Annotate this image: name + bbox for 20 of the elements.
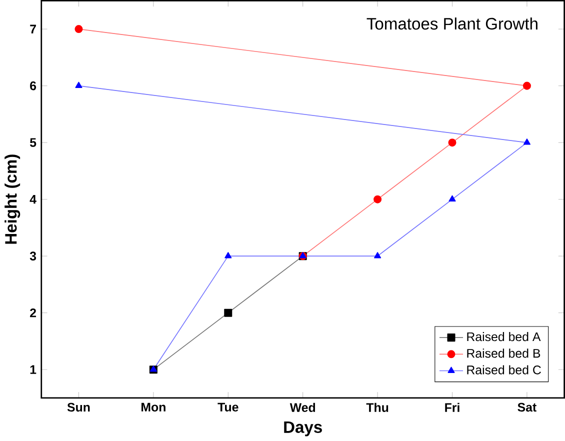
y-tick-label: 5 — [30, 138, 36, 147]
y-tick-label: 7 — [30, 24, 36, 34]
text: Tomatoes Plant Growth — [366, 18, 538, 30]
legend-label: Raised bed B — [467, 348, 540, 358]
x-tick-label: Fri — [445, 402, 460, 412]
x-tick-label: Sat — [518, 402, 536, 412]
x-tick-label: Thu — [366, 402, 388, 412]
x-axis-title: Days — [284, 422, 322, 436]
x-tick-label: Wed — [290, 402, 316, 412]
legend-label: Raised bed C — [467, 365, 541, 374]
y-tick-label: 4 — [30, 195, 36, 204]
x-tick-label: Sun — [67, 402, 90, 412]
y-tick-label: 6 — [30, 81, 36, 90]
y-tick-label: 1 — [30, 365, 36, 374]
legend-label: Raised bed A — [467, 332, 541, 342]
x-tick-label: Tue — [218, 402, 238, 412]
x-tick-label: Mon — [141, 402, 166, 412]
y-tick-label: 2 — [30, 308, 36, 318]
y-axis-title: Height (cm) — [4, 154, 20, 244]
y-tick-label: 3 — [30, 252, 36, 261]
